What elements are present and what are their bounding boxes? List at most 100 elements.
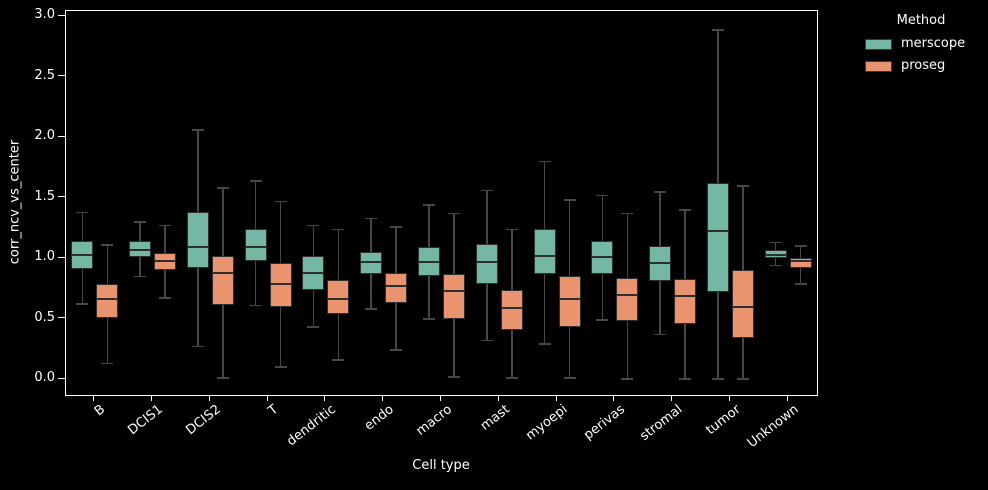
whisker-cap-top-merscope-dendritic — [307, 224, 320, 227]
x-tick-label: macro — [413, 402, 455, 439]
y-tick-mark — [58, 196, 65, 198]
median-proseg-dendritic — [327, 298, 350, 301]
whisker-cap-top-proseg-perivas — [621, 212, 634, 215]
y-tick-label: 2.5 — [34, 67, 55, 83]
x-axis-label: Cell type — [412, 458, 470, 473]
whisker-cap-top-proseg-tumor — [736, 184, 749, 187]
whisker-cap-bottom-proseg-DCIS2 — [216, 377, 229, 379]
median-proseg-DCIS2 — [211, 271, 234, 274]
whisker-cap-bottom-proseg-macro — [448, 376, 460, 378]
median-proseg-macro — [443, 289, 465, 292]
y-tick-mark — [58, 256, 65, 258]
legend-title: Method — [896, 13, 946, 28]
x-tick-mark — [93, 395, 95, 401]
median-merscope-perivas — [591, 256, 614, 259]
median-merscope-mast — [475, 260, 498, 263]
x-tick-mark — [151, 395, 153, 401]
whisker-cap-bottom-merscope-B — [76, 303, 89, 306]
whisker-cap-top-proseg-myoepi — [563, 199, 576, 202]
x-tick-mark — [728, 395, 730, 401]
box-merscope-tumor — [706, 183, 729, 293]
whisker-cap-bottom-merscope-DCIS1 — [134, 275, 147, 278]
whisker-cap-bottom-proseg-myoepi — [563, 377, 576, 379]
box-merscope-T — [244, 229, 267, 261]
median-merscope-DCIS1 — [129, 248, 152, 251]
box-proseg-dendritic — [327, 280, 350, 314]
whisker-cap-top-proseg-endo — [390, 226, 403, 228]
y-tick-label: 0.5 — [34, 309, 55, 325]
whisker-cap-top-merscope-myoepi — [538, 160, 551, 163]
box-proseg-mast — [500, 289, 523, 330]
y-tick-label: 3.0 — [34, 7, 55, 23]
legend-entry-merscope: merscope — [860, 37, 982, 51]
median-proseg-mast — [500, 306, 523, 309]
median-merscope-T — [244, 246, 267, 249]
x-tick-mark — [786, 395, 788, 401]
box-proseg-T — [269, 263, 292, 307]
box-proseg-DCIS2 — [211, 255, 234, 306]
whisker-cap-top-proseg-DCIS1 — [159, 224, 172, 227]
whisker-cap-top-merscope-DCIS2 — [191, 129, 204, 131]
x-tick-mark — [440, 395, 441, 401]
legend-entry-label: merscope — [901, 36, 966, 51]
x-tick-label: stromal — [637, 402, 686, 445]
whisker-cap-bottom-merscope-dendritic — [307, 326, 320, 329]
whisker-cap-bottom-merscope-myoepi — [538, 343, 551, 345]
x-tick-label: DCIS1 — [125, 402, 166, 439]
box-merscope-mast — [475, 243, 498, 284]
box-proseg-myoepi — [558, 276, 581, 328]
box-proseg-macro — [443, 274, 465, 319]
median-merscope-B — [71, 253, 94, 256]
box-proseg-stromal — [674, 278, 697, 324]
whisker-cap-top-merscope-macro — [423, 204, 435, 206]
box-proseg-Unknown — [789, 258, 812, 268]
x-tick-label: myoepi — [523, 402, 571, 444]
x-tick-label: dendritic — [284, 402, 340, 450]
median-proseg-DCIS1 — [154, 259, 177, 262]
whisker-cap-top-proseg-Unknown — [794, 245, 807, 248]
whisker-cap-bottom-merscope-Unknown — [769, 264, 782, 267]
box-proseg-perivas — [616, 277, 639, 322]
whisker-cap-top-merscope-DCIS1 — [134, 221, 147, 223]
median-merscope-myoepi — [533, 254, 556, 257]
median-merscope-endo — [360, 260, 383, 263]
y-tick-mark — [58, 75, 65, 77]
median-proseg-perivas — [616, 293, 639, 296]
legend: Method merscope proseg — [860, 13, 982, 81]
whisker-cap-top-proseg-T — [274, 200, 287, 203]
x-tick-label: DCIS2 — [183, 402, 224, 439]
median-proseg-T — [269, 282, 292, 285]
x-tick-mark — [497, 395, 499, 401]
whisker-cap-bottom-proseg-mast — [505, 377, 518, 379]
y-tick-label: 0.0 — [34, 370, 55, 386]
x-tick-label: B — [91, 402, 109, 420]
whisker-cap-bottom-proseg-T — [274, 366, 287, 368]
median-merscope-dendritic — [302, 271, 325, 274]
whisker-cap-top-proseg-stromal — [679, 209, 692, 211]
whisker-cap-top-proseg-DCIS2 — [216, 187, 229, 189]
box-proseg-endo — [385, 272, 408, 304]
whisker-cap-top-merscope-endo — [365, 217, 378, 220]
whisker-cap-bottom-proseg-Unknown — [794, 282, 807, 285]
whisker-cap-bottom-proseg-stromal — [679, 378, 692, 381]
x-tick-label: perivas — [581, 402, 629, 444]
median-proseg-Unknown — [789, 259, 812, 262]
whisker-cap-bottom-merscope-endo — [365, 308, 378, 310]
y-tick-label: 2.0 — [34, 128, 55, 144]
whisker-cap-bottom-proseg-B — [101, 362, 114, 365]
median-proseg-myoepi — [558, 298, 581, 301]
median-proseg-tumor — [731, 305, 754, 308]
x-tick-label: tumor — [703, 402, 744, 439]
y-tick-mark — [58, 377, 65, 379]
box-merscope-DCIS2 — [186, 212, 209, 268]
whisker-cap-bottom-merscope-mast — [480, 339, 493, 342]
whisker-cap-bottom-merscope-stromal — [654, 333, 667, 336]
x-tick-mark — [382, 395, 384, 401]
plot-area — [65, 10, 818, 396]
y-tick-mark — [58, 14, 65, 16]
whisker-cap-bottom-proseg-dendritic — [332, 359, 345, 361]
y-axis-label: corr_ncv_vs_center — [7, 139, 23, 265]
whisker-cap-bottom-proseg-perivas — [621, 378, 634, 381]
median-merscope-DCIS2 — [186, 246, 209, 249]
